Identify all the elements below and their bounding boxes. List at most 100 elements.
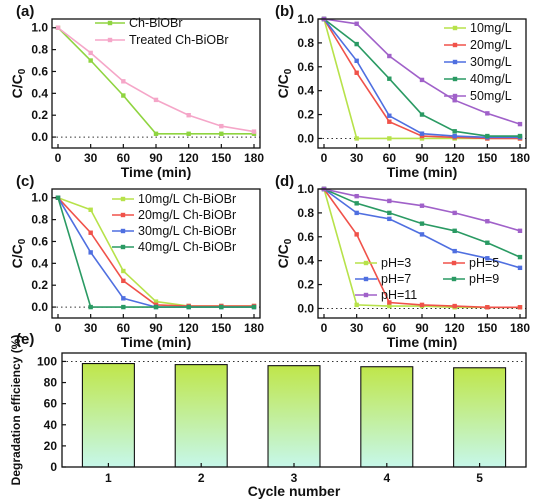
data-point <box>121 278 126 284</box>
y-tick-label: 0.4 <box>297 84 314 98</box>
legend-label: 30mg/L Ch-BiOBr <box>138 224 236 238</box>
x-tick-label: 30 <box>350 321 364 335</box>
y-tick-label: 0.0 <box>31 300 48 314</box>
y-tick-label: 0.0 <box>297 301 314 315</box>
data-point <box>153 97 159 103</box>
data-point <box>517 265 523 271</box>
y-axis-title: C/C0 <box>9 68 28 98</box>
legend-swatch-marker <box>363 260 369 266</box>
data-point <box>219 131 224 136</box>
y-tick-label: 100 <box>37 354 57 368</box>
data-point <box>354 302 359 308</box>
legend-label: 30mg/L <box>470 55 512 69</box>
data-point <box>452 210 457 216</box>
legend-swatch-marker <box>120 212 126 218</box>
data-point <box>354 193 359 199</box>
y-tick-label: 0.6 <box>31 64 48 78</box>
data-point <box>55 195 61 200</box>
data-point <box>387 53 392 59</box>
legend-label: pH=11 <box>381 288 417 302</box>
legend-swatch-marker <box>452 76 458 82</box>
data-point <box>517 228 523 234</box>
data-point <box>121 268 126 274</box>
data-point <box>419 203 425 208</box>
y-tick-label: 60 <box>44 397 58 411</box>
legend-label: 40mg/L <box>470 72 512 86</box>
x-tick-label: 3 <box>291 471 298 485</box>
y-tick-label: 0.0 <box>297 131 314 145</box>
bar <box>360 366 414 468</box>
y-axis-title-sub: 0 <box>17 238 28 244</box>
data-point <box>153 131 159 136</box>
data-point <box>219 304 224 310</box>
x-tick-label: 0 <box>55 151 62 165</box>
y-axis-title-sub: 0 <box>283 238 294 244</box>
x-tick-label: 2 <box>198 471 205 485</box>
panel-letter: (d) <box>275 173 294 190</box>
y-tick-label: 80 <box>44 376 58 390</box>
y-tick-label: 1.0 <box>297 12 314 26</box>
y-axis-title-main: C/C <box>9 74 25 98</box>
y-tick-label: 0.6 <box>297 230 314 244</box>
legend-item: 20mg/L <box>444 38 512 52</box>
legend-item: 30mg/L Ch-BiOBr <box>112 224 236 238</box>
bar <box>267 365 321 468</box>
legend-label: 50mg/L <box>470 89 512 103</box>
data-point <box>121 304 126 310</box>
legend-swatch-marker <box>120 244 126 250</box>
x-tick-label: 60 <box>117 151 131 165</box>
bar <box>81 363 135 468</box>
data-point <box>153 299 159 304</box>
data-point <box>485 219 490 224</box>
x-tick-label: 180 <box>510 151 530 165</box>
data-point <box>452 133 457 139</box>
y-tick-label: 0.2 <box>31 278 48 292</box>
legend-label: 20mg/L Ch-BiOBr <box>138 208 236 222</box>
data-point <box>485 133 490 139</box>
panel-c: (c) 0 30 60 90 120 150 180 0.0 0.2 0.4 0.6 0.8 1.0 Tim… <box>9 173 264 350</box>
data-point <box>121 79 126 84</box>
panel-letter: (c) <box>16 173 34 190</box>
data-point <box>354 41 359 47</box>
data-point <box>251 129 257 134</box>
x-axis-title: Time (min) <box>121 334 192 350</box>
legend-label: pH=3 <box>381 256 411 270</box>
y-tick-label: 0.8 <box>31 213 48 227</box>
y-axis-title-main: C/C <box>9 244 25 268</box>
x-axis-title: Time (min) <box>387 164 458 180</box>
y-tick-label: 0.8 <box>297 36 314 50</box>
data-point <box>186 304 191 310</box>
y-axis-title: C/C0 <box>9 238 28 268</box>
y-tick-label: 0.4 <box>31 256 48 270</box>
data-point <box>354 70 359 75</box>
y-axis-title: C/C0 <box>275 238 294 268</box>
legend-item: pH=5 <box>443 256 499 270</box>
y-axis-title: C/C0 <box>275 68 294 98</box>
data-point <box>485 111 490 116</box>
y-axis-title-sub: 0 <box>17 68 28 74</box>
legend-swatch-marker <box>107 37 113 43</box>
legend-item: 20mg/L Ch-BiOBr <box>112 208 236 222</box>
y-axis-title-main: C/C <box>275 74 291 98</box>
bar <box>453 367 507 468</box>
legend-label: 10mg/L Ch-BiOBr <box>138 192 236 206</box>
x-tick-label: 150 <box>477 151 497 165</box>
data-point <box>419 221 425 226</box>
legend-item: 10mg/L Ch-BiOBr <box>112 192 236 206</box>
data-point <box>387 76 392 81</box>
x-tick-label: 60 <box>383 321 397 335</box>
panel-d: (d) 0 30 60 90 120 150 180 0.0 0.2 0.4 0.6 0.8 1.0 Tim… <box>275 173 530 350</box>
legend-label: 10mg/L <box>470 21 512 35</box>
y-axis-title-sub: 0 <box>283 68 294 74</box>
data-point <box>387 303 392 309</box>
y-axis-title-main: C/C <box>275 244 291 268</box>
data-point <box>88 250 93 255</box>
data-point <box>387 119 392 124</box>
panel-letter: (e) <box>16 331 34 348</box>
data-point <box>219 123 224 129</box>
legend-swatch-marker <box>363 292 369 298</box>
bar <box>174 364 228 468</box>
panel-letter: (b) <box>275 3 294 20</box>
y-tick-label: 1.0 <box>297 182 314 196</box>
